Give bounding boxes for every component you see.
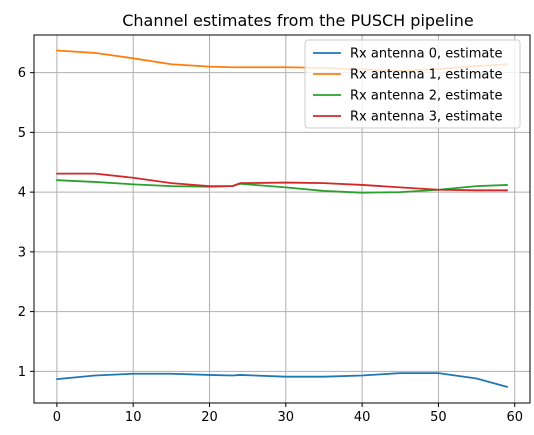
- chart-title: Channel estimates from the PUSCH pipelin…: [122, 11, 474, 30]
- y-tick-label: 4: [18, 186, 26, 201]
- legend-label: Rx antenna 3, estimate: [350, 110, 502, 125]
- x-tick-label: 10: [125, 410, 142, 425]
- plot-frame: [33, 34, 531, 404]
- y-tick-label: 2: [18, 305, 26, 320]
- series-line-rx-antenna-3: [55, 172, 509, 192]
- y-tick-label: 6: [18, 66, 26, 81]
- legend: Rx antenna 0, estimate Rx antenna 1, esti…: [304, 39, 521, 129]
- series-line-rx-antenna-0: [55, 372, 509, 388]
- y-tick-label: 1: [18, 365, 26, 380]
- x-tick-label: 40: [354, 410, 371, 425]
- x-tick-label: 20: [201, 410, 218, 425]
- legend-label: Rx antenna 0, estimate: [350, 47, 502, 62]
- x-tick-label: 60: [506, 410, 523, 425]
- x-tick-label: 50: [430, 410, 447, 425]
- x-tick-label: 0: [53, 410, 61, 425]
- legend-box: [304, 39, 521, 129]
- x-tick-label: 30: [278, 410, 295, 425]
- y-tick-label: 5: [18, 126, 26, 141]
- legend-label: Rx antenna 2, estimate: [350, 89, 502, 104]
- legend-label: Rx antenna 1, estimate: [350, 68, 502, 83]
- axis-ticks: 0 10 20 30 40 50 60 1 2 3 4 5 6: [18, 66, 523, 425]
- y-tick-label: 3: [18, 245, 26, 260]
